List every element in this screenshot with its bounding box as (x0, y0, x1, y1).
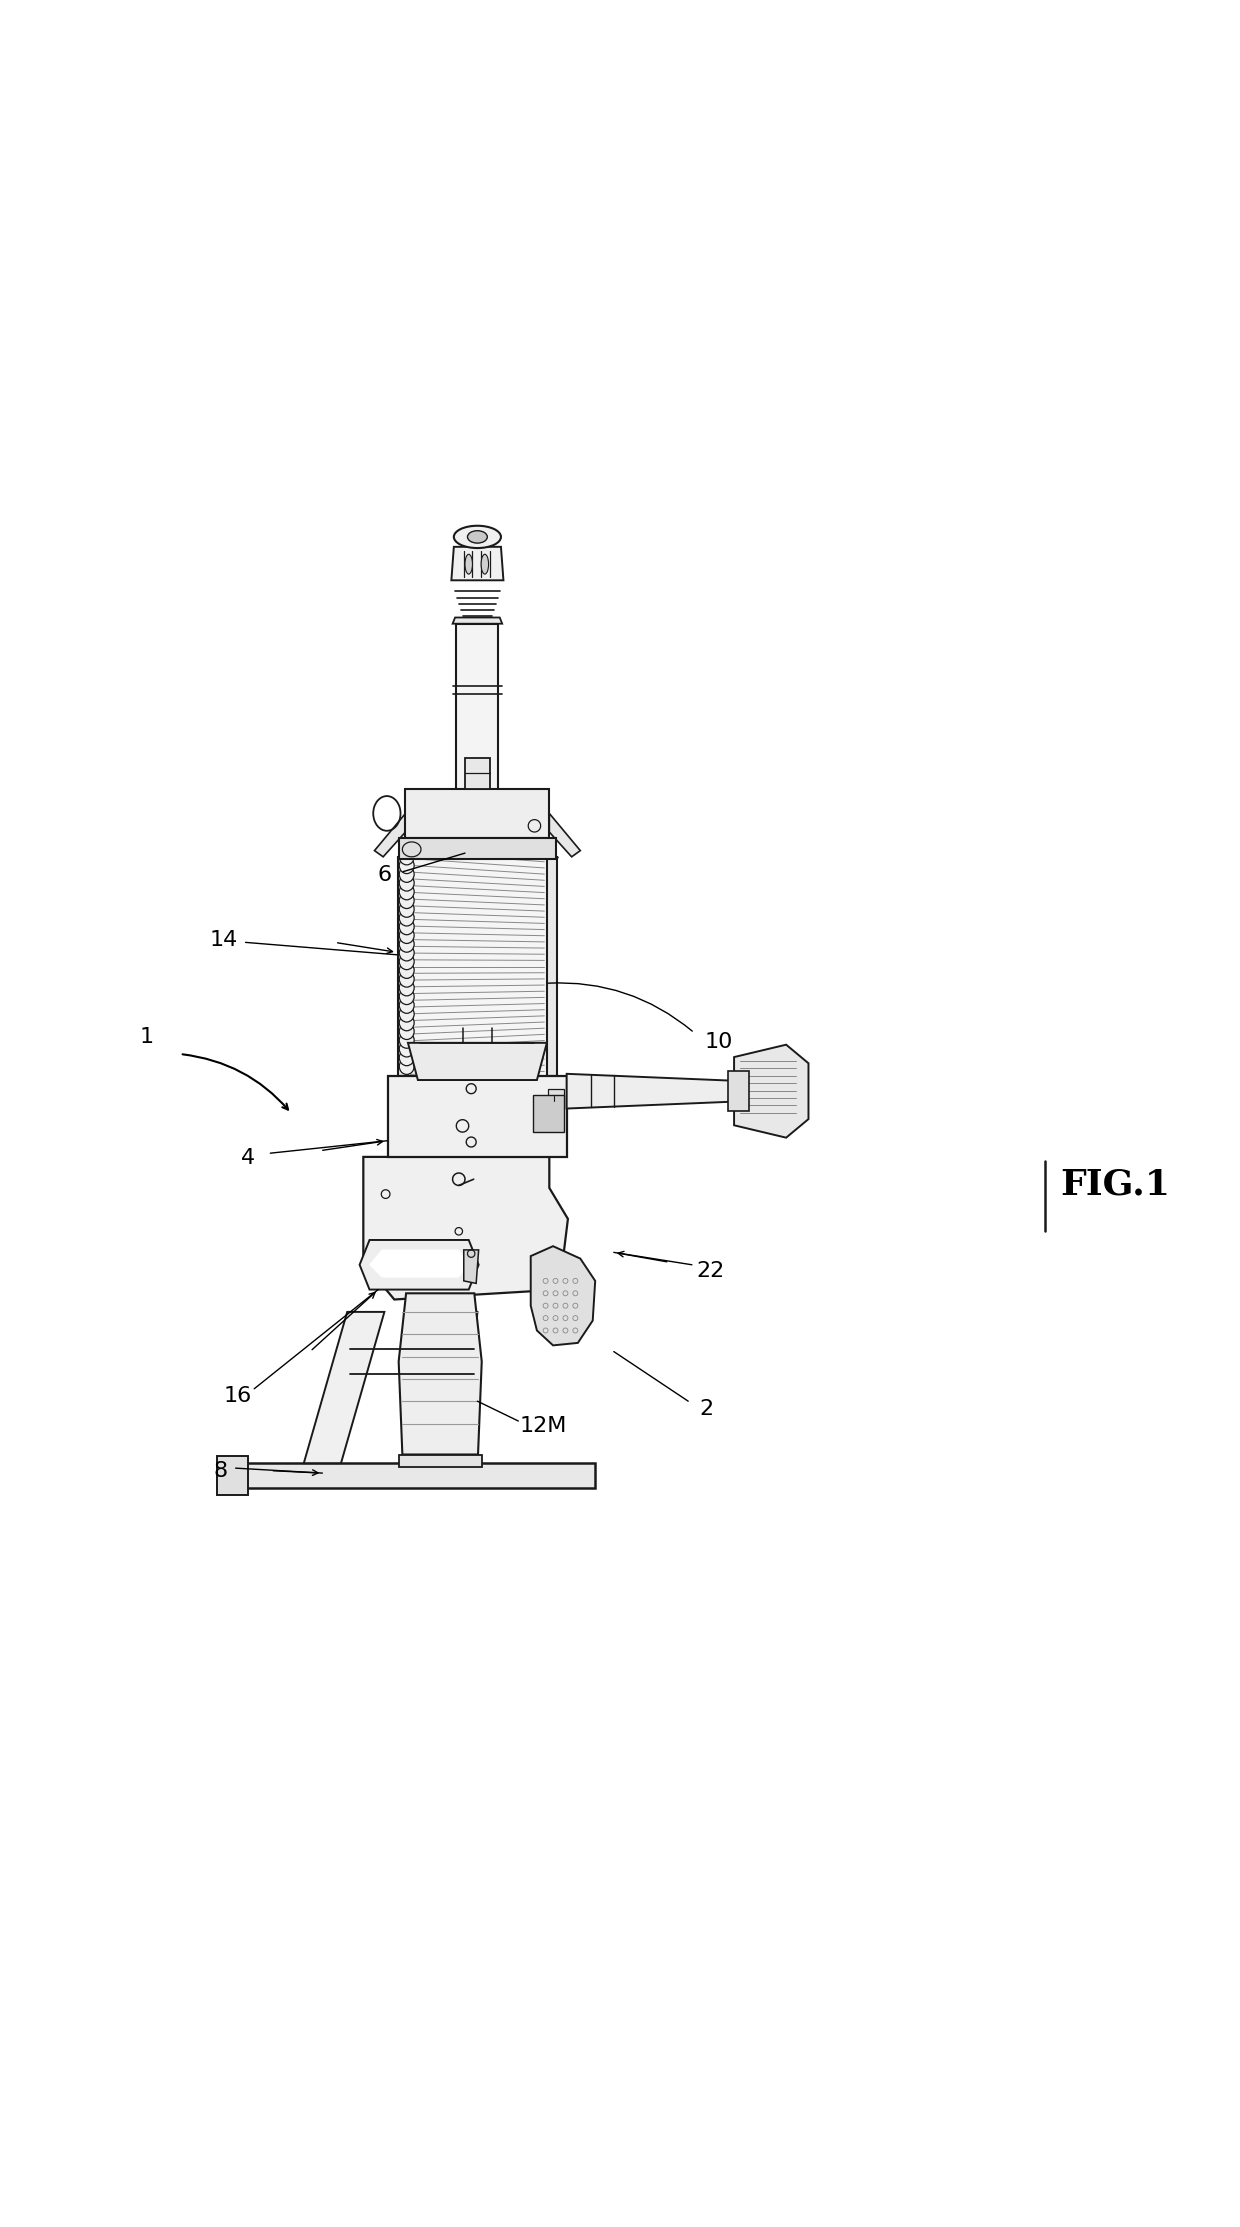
Polygon shape (398, 1294, 481, 1454)
Text: 6: 6 (377, 866, 392, 886)
Ellipse shape (399, 893, 414, 909)
Polygon shape (408, 1042, 547, 1080)
Text: 16: 16 (224, 1385, 252, 1405)
Ellipse shape (399, 848, 414, 864)
Text: 10: 10 (706, 1031, 733, 1051)
Polygon shape (734, 1044, 808, 1138)
Text: 12M: 12M (520, 1416, 567, 1436)
Text: 22: 22 (697, 1260, 724, 1281)
Ellipse shape (399, 918, 414, 935)
Text: FIG.1: FIG.1 (1060, 1167, 1171, 1200)
Ellipse shape (399, 962, 414, 978)
Ellipse shape (399, 1049, 414, 1067)
Ellipse shape (399, 902, 414, 918)
Polygon shape (398, 857, 408, 1076)
Ellipse shape (399, 1016, 414, 1031)
Text: 14: 14 (210, 931, 237, 951)
Text: 1: 1 (139, 1027, 154, 1047)
Polygon shape (548, 1089, 564, 1109)
Polygon shape (533, 1096, 563, 1131)
Polygon shape (453, 617, 502, 624)
Polygon shape (399, 837, 556, 860)
Ellipse shape (399, 953, 414, 969)
Polygon shape (728, 1071, 749, 1111)
Polygon shape (456, 624, 498, 837)
Ellipse shape (399, 971, 414, 987)
Ellipse shape (399, 884, 414, 900)
Polygon shape (464, 1249, 479, 1283)
Text: 2: 2 (699, 1399, 714, 1419)
Ellipse shape (399, 926, 414, 944)
Ellipse shape (399, 944, 414, 960)
Polygon shape (405, 788, 549, 837)
Ellipse shape (399, 1007, 414, 1022)
Ellipse shape (399, 1024, 414, 1040)
Polygon shape (374, 813, 405, 857)
Ellipse shape (399, 998, 414, 1013)
Polygon shape (567, 1073, 746, 1109)
Ellipse shape (399, 875, 414, 891)
Ellipse shape (399, 911, 414, 926)
Polygon shape (451, 548, 503, 581)
Ellipse shape (465, 555, 472, 575)
Polygon shape (217, 1456, 248, 1494)
Polygon shape (370, 1249, 469, 1276)
Ellipse shape (481, 555, 489, 575)
Polygon shape (360, 1240, 479, 1289)
Polygon shape (304, 1312, 384, 1463)
Ellipse shape (399, 1040, 414, 1058)
Polygon shape (388, 1076, 567, 1156)
Ellipse shape (467, 530, 487, 543)
Polygon shape (398, 1454, 481, 1468)
Polygon shape (422, 1312, 477, 1463)
Polygon shape (408, 857, 547, 1076)
Ellipse shape (399, 866, 414, 882)
Ellipse shape (399, 1031, 414, 1049)
Text: 8: 8 (213, 1461, 228, 1481)
Polygon shape (531, 1247, 595, 1345)
Ellipse shape (399, 989, 414, 1004)
Ellipse shape (399, 980, 414, 995)
Polygon shape (465, 757, 490, 788)
Ellipse shape (454, 526, 501, 548)
Polygon shape (363, 1156, 568, 1301)
Ellipse shape (399, 857, 414, 873)
Text: 4: 4 (241, 1149, 255, 1169)
Polygon shape (547, 857, 557, 1076)
Polygon shape (549, 813, 580, 857)
Ellipse shape (399, 1058, 414, 1073)
Ellipse shape (399, 935, 414, 953)
Polygon shape (217, 1463, 595, 1488)
